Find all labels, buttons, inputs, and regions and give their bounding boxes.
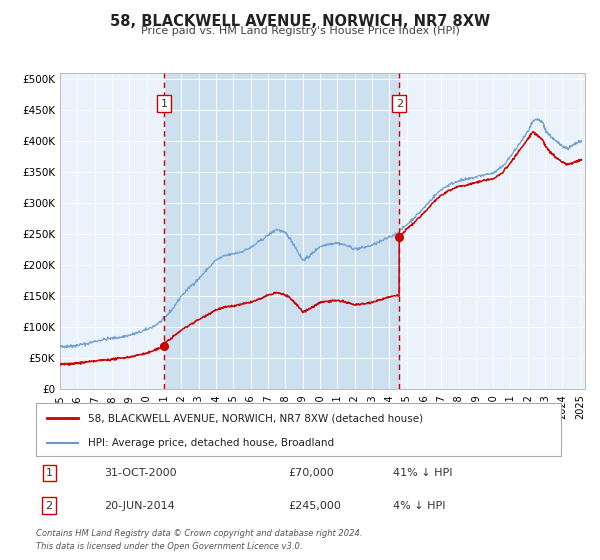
- Text: Contains HM Land Registry data © Crown copyright and database right 2024.: Contains HM Land Registry data © Crown c…: [36, 529, 362, 538]
- Text: HPI: Average price, detached house, Broadland: HPI: Average price, detached house, Broa…: [89, 438, 335, 448]
- Text: 4% ↓ HPI: 4% ↓ HPI: [393, 501, 445, 511]
- Text: 31-OCT-2000: 31-OCT-2000: [104, 468, 177, 478]
- Text: 1: 1: [46, 468, 53, 478]
- Text: 20-JUN-2014: 20-JUN-2014: [104, 501, 175, 511]
- Text: 1: 1: [160, 99, 167, 109]
- Text: This data is licensed under the Open Government Licence v3.0.: This data is licensed under the Open Gov…: [36, 542, 302, 550]
- Text: 2: 2: [395, 99, 403, 109]
- Bar: [164, 73, 399, 389]
- Text: 58, BLACKWELL AVENUE, NORWICH, NR7 8XW (detached house): 58, BLACKWELL AVENUE, NORWICH, NR7 8XW (…: [89, 413, 424, 423]
- Text: Price paid vs. HM Land Registry's House Price Index (HPI): Price paid vs. HM Land Registry's House …: [140, 26, 460, 36]
- Text: 41% ↓ HPI: 41% ↓ HPI: [393, 468, 452, 478]
- Text: 58, BLACKWELL AVENUE, NORWICH, NR7 8XW: 58, BLACKWELL AVENUE, NORWICH, NR7 8XW: [110, 14, 490, 29]
- Text: £70,000: £70,000: [288, 468, 334, 478]
- Text: 2: 2: [46, 501, 53, 511]
- Text: £245,000: £245,000: [288, 501, 341, 511]
